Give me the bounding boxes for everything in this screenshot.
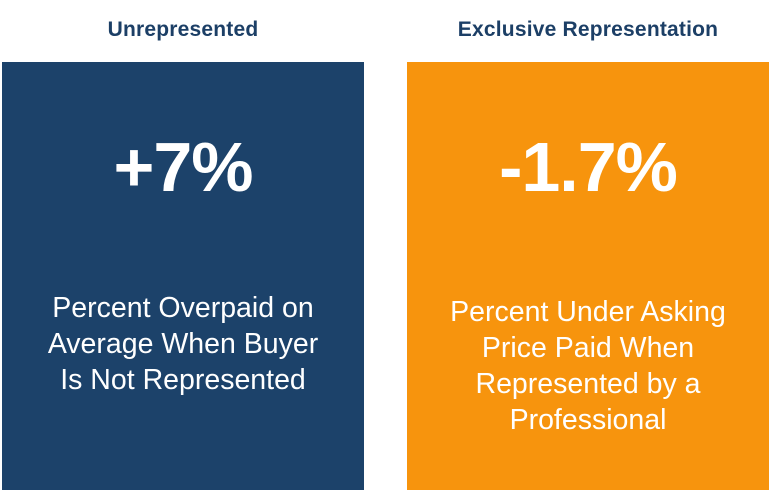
exclusive-representation-percent: -1.7% [499, 128, 678, 206]
unrepresented-description: Percent Overpaid on Average When Buyer I… [47, 292, 319, 396]
exclusive-representation-description: Percent Under Asking Price Paid When Rep… [450, 296, 726, 436]
unrepresented-heading: Unrepresented [107, 18, 259, 41]
exclusive-representation-column: Exclusive Representation -1.7% Percent U… [407, 0, 769, 490]
unrepresented-card: +7% Percent Overpaid on Average When Buy… [2, 62, 364, 490]
unrepresented-column: Unrepresented +7% Percent Overpaid on Av… [2, 0, 364, 490]
exclusive-representation-heading: Exclusive Representation [457, 18, 719, 41]
exclusive-representation-card: -1.7% Percent Under Asking Price Paid Wh… [407, 62, 769, 490]
unrepresented-percent: +7% [113, 128, 253, 206]
